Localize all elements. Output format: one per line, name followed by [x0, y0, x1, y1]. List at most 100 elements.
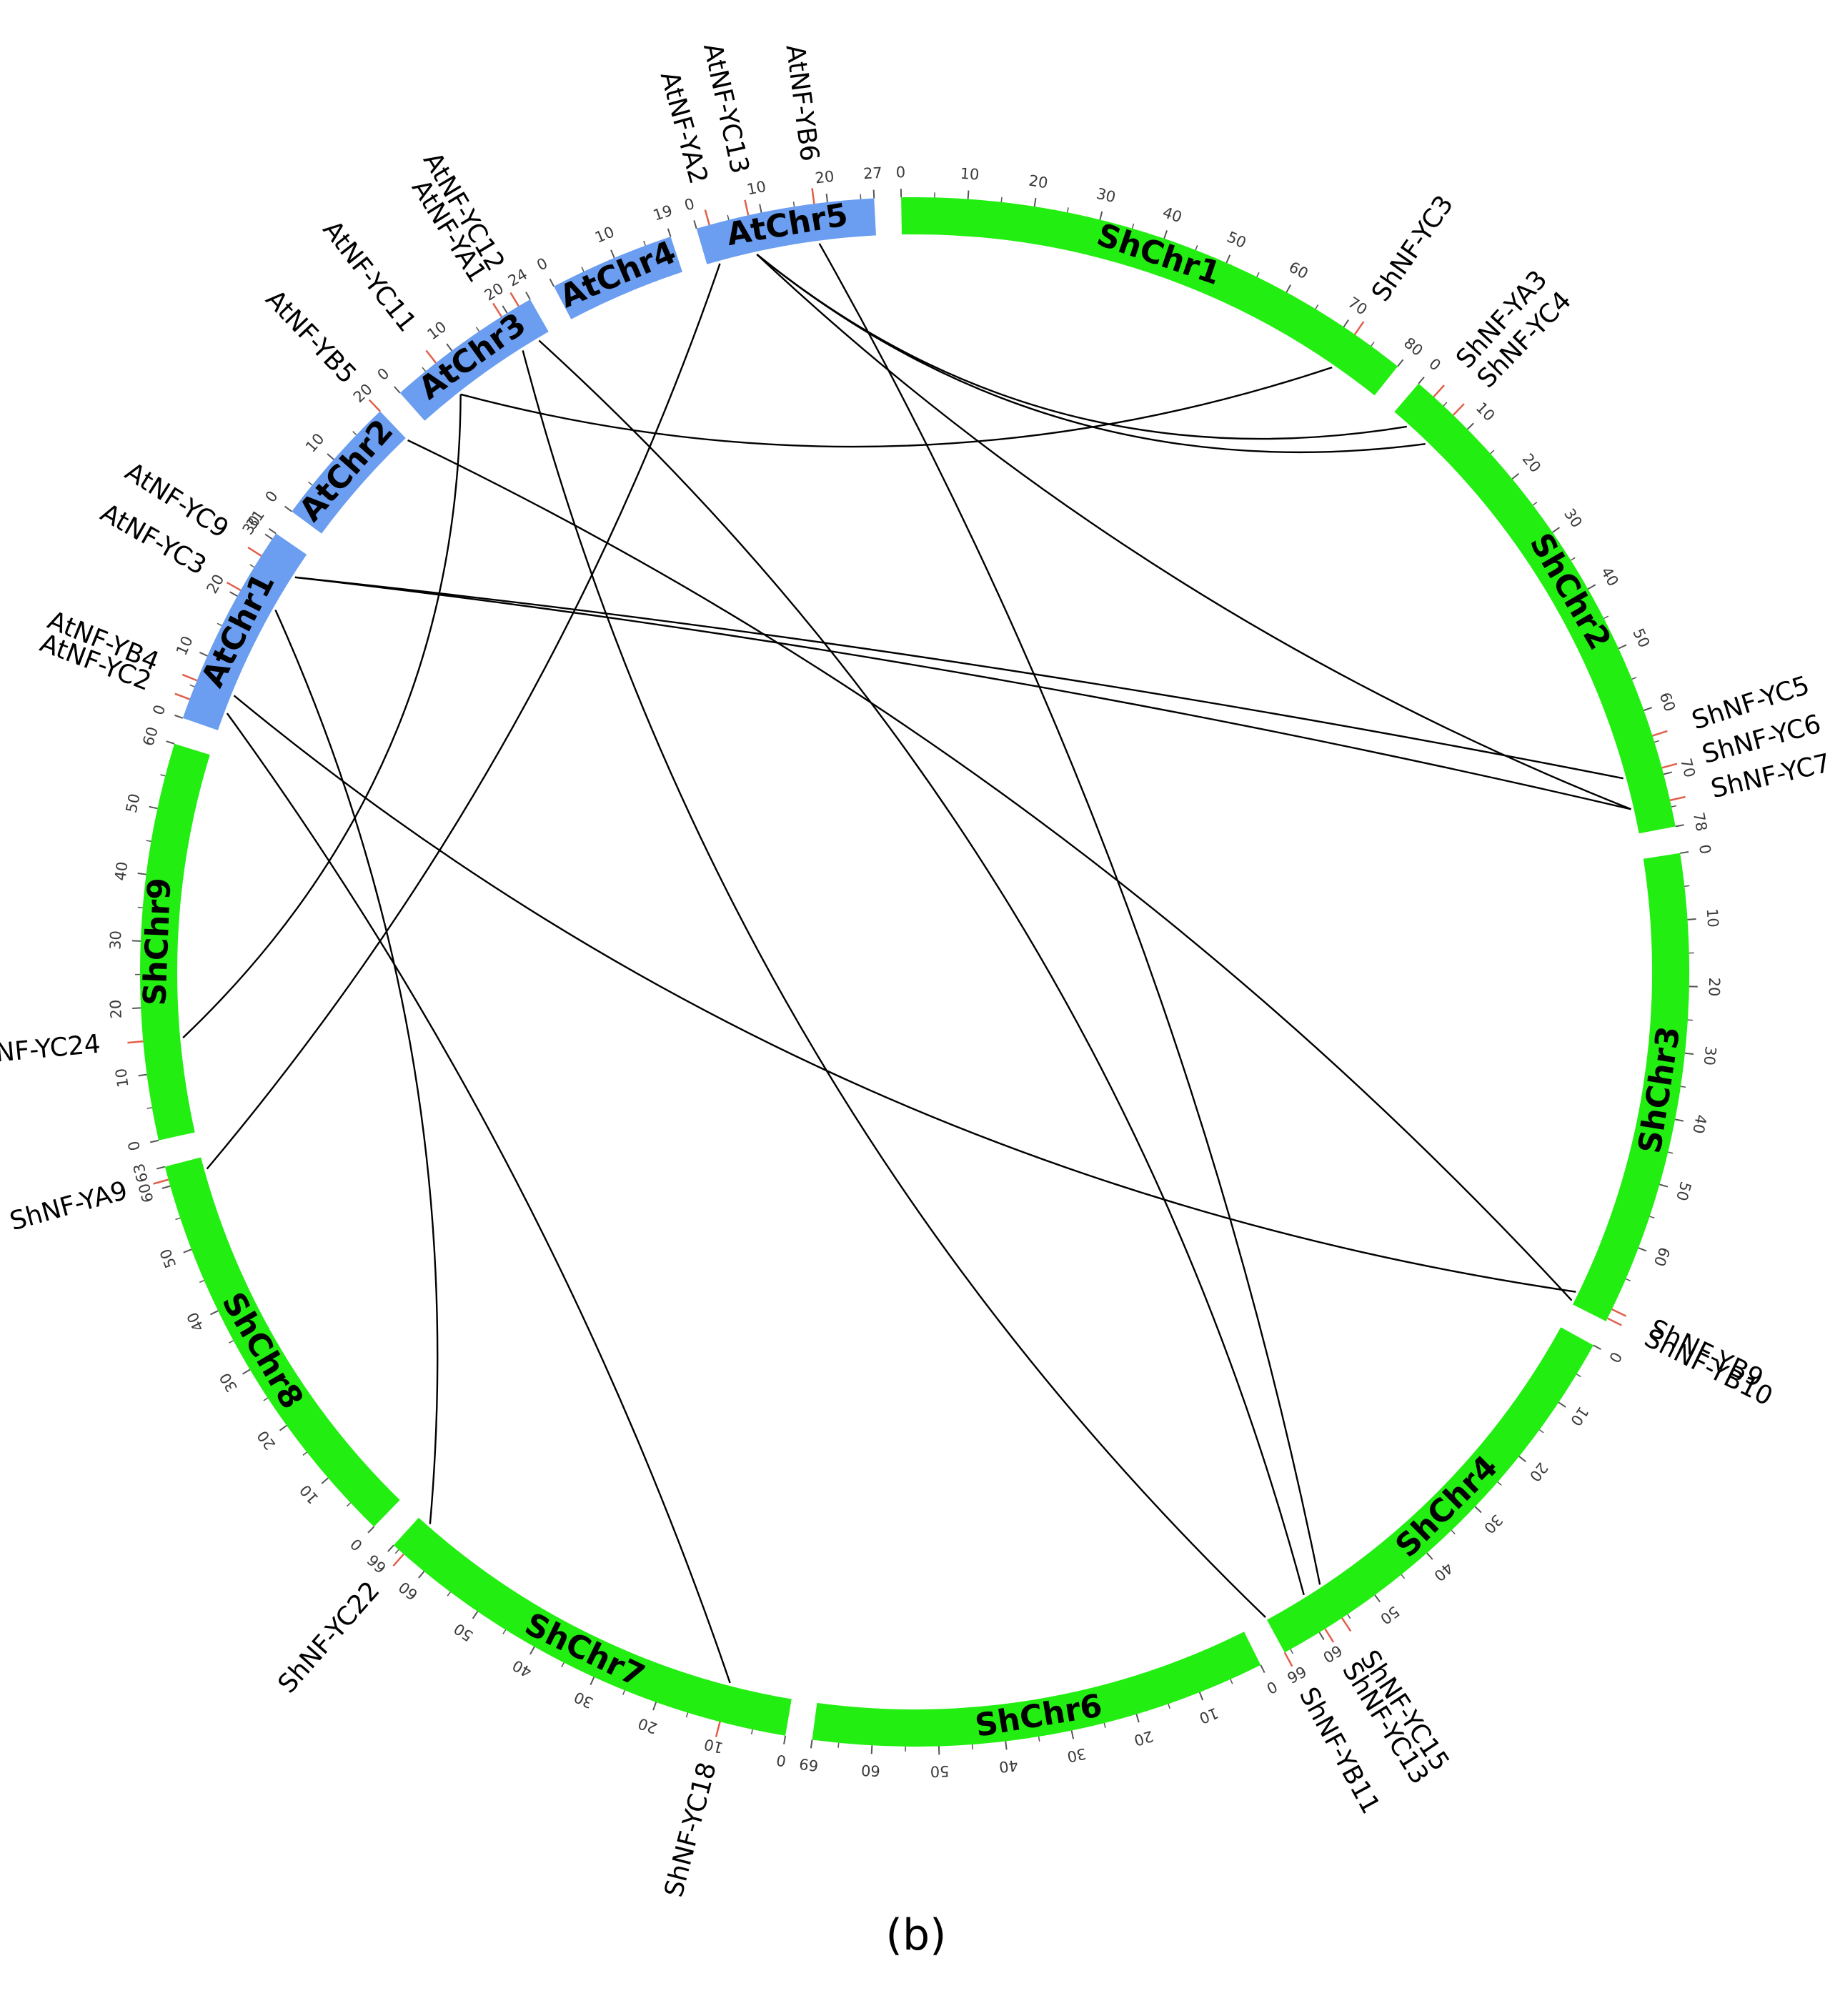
tick-label: 24: [505, 266, 530, 290]
gene-marker: [181, 673, 198, 682]
tick-label: 0: [534, 254, 550, 274]
gene-marker: [1611, 1308, 1627, 1317]
minor-tick-mark: [1684, 885, 1690, 887]
tick-label: 20: [107, 999, 125, 1019]
tick-mark: [268, 527, 277, 535]
tick-label: 63: [130, 1161, 151, 1184]
gene-label-atnf-yb6: AtNF-YB6: [780, 43, 824, 163]
gene-marker: [1433, 384, 1445, 398]
tick-mark: [1135, 1714, 1140, 1723]
minor-tick-mark: [1038, 1736, 1040, 1742]
tick-mark: [1518, 1456, 1526, 1463]
tick-mark: [284, 505, 292, 512]
gene-marker: [492, 302, 502, 317]
minor-tick-mark: [1671, 805, 1677, 808]
tick-mark: [1680, 850, 1689, 854]
chromosome-label-atchr4: AtChr4: [555, 234, 681, 315]
minor-tick-mark: [263, 1397, 269, 1401]
chromosome-arc-atchr2: [292, 411, 406, 534]
synteny-link: [522, 350, 1266, 1618]
tick-mark: [1163, 230, 1168, 239]
tick-label: 0: [896, 164, 906, 181]
tick-label: 0: [262, 487, 281, 505]
minor-tick-mark: [1256, 272, 1260, 277]
tick-mark: [1659, 1183, 1669, 1188]
synteny-link: [460, 366, 1333, 448]
synteny-link: [274, 610, 439, 1524]
minor-tick-mark: [792, 202, 795, 207]
tick-mark: [1343, 319, 1349, 328]
gene-marker: [392, 1553, 404, 1567]
tick-mark: [1675, 824, 1684, 828]
tick-mark: [1374, 1594, 1381, 1603]
minor-tick-mark: [146, 840, 151, 843]
tick-mark: [264, 533, 273, 540]
tick-label: 60: [139, 725, 161, 748]
chromosome-ring: 0 10 20 30 40 50 60 70 80 ShChr1 0 10 20 30 40 50 60 70 78…: [106, 164, 1723, 1780]
chromosome-label-shchr9: ShChr9: [136, 877, 178, 1006]
minor-tick-mark: [502, 1629, 507, 1634]
minor-tick-mark: [1195, 245, 1198, 251]
tick-label: 30: [1561, 505, 1586, 531]
minor-tick-mark: [1603, 615, 1609, 620]
chromosome-arc-shchr3: [1573, 853, 1689, 1321]
tick-label: 27: [862, 164, 882, 182]
tick-mark: [1638, 1247, 1647, 1252]
minor-tick-mark: [1654, 740, 1660, 743]
tick-label: 0: [149, 702, 169, 717]
minor-tick-mark: [394, 1549, 399, 1554]
tick-label: 40: [509, 1657, 534, 1681]
minor-tick-mark: [1371, 342, 1375, 347]
gene-marker: [1607, 1317, 1622, 1326]
gene-marker: [1353, 321, 1365, 335]
gene-label-shnf-yc22: ShNF-YC22: [272, 1576, 385, 1699]
gene-marker: [1669, 795, 1686, 802]
synteny-link: [538, 339, 1305, 1596]
chromosome-label-shchr8: ShChr8: [214, 1286, 310, 1415]
tick-mark: [810, 1739, 813, 1749]
minor-tick-mark: [1290, 1649, 1294, 1654]
gene-marker: [1324, 1628, 1335, 1643]
tick-mark: [229, 591, 238, 597]
minor-tick-mark: [1401, 1574, 1406, 1579]
tick-mark: [1426, 1552, 1433, 1560]
tick-mark: [1663, 771, 1673, 775]
minor-tick-mark: [581, 267, 585, 272]
synteny-link: [206, 263, 721, 1170]
gene-marker: [368, 399, 381, 412]
tick-label: 69: [798, 1754, 820, 1774]
tick-mark: [138, 1073, 147, 1077]
tick-mark: [1260, 1664, 1265, 1673]
gene-label-shnf-yc18: ShNF-YC18: [660, 1759, 722, 1900]
minor-tick-mark: [229, 1340, 234, 1344]
tick-label: 0: [1696, 843, 1714, 855]
gene-label-atnf-yb5: AtNF-YB5: [260, 284, 362, 389]
gene-marker: [127, 1040, 144, 1044]
minor-tick-mark: [1490, 450, 1495, 455]
tick-mark: [321, 1477, 329, 1484]
gene-marker: [1661, 763, 1678, 769]
figure-caption: (b): [886, 1910, 947, 1960]
chromosome-arc-shchr4: [1266, 1327, 1593, 1653]
tick-label: 20: [814, 168, 835, 187]
gene-marker: [1341, 1617, 1352, 1632]
minor-tick-mark: [1168, 1704, 1170, 1709]
minor-tick-mark: [249, 564, 255, 568]
minor-tick-mark: [561, 1662, 565, 1668]
gene-label-shnf-ya9: ShNF-YA9: [6, 1176, 131, 1237]
minor-tick-mark: [1451, 1529, 1456, 1534]
tick-label: 0: [682, 195, 697, 214]
tick-mark: [1618, 644, 1627, 650]
tick-mark: [367, 1526, 375, 1534]
minor-tick-mark: [422, 367, 427, 372]
tick-mark: [166, 740, 175, 745]
tick-label: 40: [1431, 1559, 1456, 1585]
tick-mark: [1687, 918, 1696, 920]
tick-label: 60: [395, 1578, 421, 1604]
minor-tick-mark: [1532, 502, 1538, 506]
tick-label: 40: [1598, 564, 1622, 589]
gene-marker: [1452, 403, 1465, 416]
tick-label: 60: [1651, 1245, 1674, 1269]
tick-label: 20: [1132, 1727, 1155, 1749]
